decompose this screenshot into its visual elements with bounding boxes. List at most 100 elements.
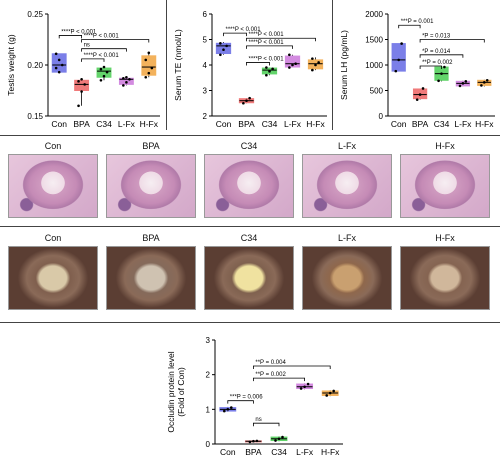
significance-label: ****P < 0.001 [249,56,285,62]
significance-bracket [81,39,150,43]
significance-label: ****P < 0.001 [84,53,120,59]
x-tick-label: L-Fx [284,119,302,129]
data-point [294,62,297,66]
data-point [248,96,251,100]
data-point [437,79,440,83]
data-point [291,63,294,67]
data-point [77,80,80,83]
data-point [268,70,271,73]
x-tick-label: C34 [262,119,278,129]
x-tick-label: H-Fx [306,119,325,129]
data-point [248,440,252,444]
significance-label: ns [84,43,90,49]
data-point [225,44,228,48]
data-point [219,42,222,45]
significance-label: *P = 0.013 [422,34,451,40]
y-tick-label: 0 [206,440,211,449]
data-point [265,66,268,69]
he-label-c34: C34 [240,141,258,151]
data-point [102,65,106,69]
significance-bracket [223,32,247,37]
y-axis-label: Serum LH (pg/mL) [339,30,349,100]
data-point [122,84,125,87]
he-image-c34 [204,154,294,218]
y-axis-label: Occludin protein level [166,351,176,432]
y-tick-label: 3 [203,87,208,96]
top-divider-2 [332,0,333,130]
data-point [265,73,268,77]
data-point [288,66,291,69]
data-point [57,58,61,62]
y-tick-label: 2 [206,371,211,380]
y-tick-label: 2000 [365,10,383,19]
row-divider-2 [0,226,500,227]
data-point [80,77,83,81]
data-point [421,87,425,90]
data-point [306,382,310,386]
ihc-image-h-fx [400,246,490,310]
significance-bracket [253,377,305,382]
data-point [274,439,277,442]
data-point [222,48,225,51]
he-image-bpa [106,154,196,218]
y-tick-label: 1500 [365,36,383,45]
ihc-image-l-fx [302,246,392,310]
y-tick-label: 1 [206,405,211,414]
top-divider-1 [166,0,167,130]
significance-bracket [81,58,105,62]
significance-bracket [58,35,82,39]
ihc-image-bpa [106,246,196,310]
data-point [219,53,222,57]
data-point [229,406,233,409]
ihc-label-bpa: BPA [142,233,160,243]
ihc-label-l-fx: L-Fx [338,233,356,243]
significance-label: ****P < 0.001 [226,27,262,33]
serum-te-chart: 2 3 4 5 6 Serum TE (nmol/L) Con BPA C34 L-Fx H-Fx *… [173,10,327,129]
data-point [418,93,422,96]
data-point [252,439,255,443]
serum-lh-chart: 0 500 1000 1500 2000 Serum LH (pg/mL) Con BPA C3… [339,10,495,129]
x-tick-label: H-Fx [321,447,340,457]
data-point [281,435,284,439]
significance-bracket [253,365,331,369]
x-tick-label: C34 [271,447,287,457]
x-tick-label: Con [391,119,407,129]
data-point [303,385,306,389]
data-point [314,63,317,67]
data-point [144,58,148,62]
data-point [397,58,400,62]
significance-bracket [227,400,254,404]
he-image-l-fx [302,154,392,218]
significance-label: ****P < 0.001 [61,29,97,35]
data-point [483,81,486,84]
data-point [125,81,128,84]
y-axis-label-2: (Fold of Con) [176,367,186,417]
x-tick-label: Con [51,119,67,129]
significance-label: ***P = 0.001 [401,19,434,25]
data-point [394,69,398,73]
data-point [60,63,64,67]
data-point [245,99,248,102]
data-point [317,61,320,64]
y-tick-label: 0 [379,112,384,121]
data-point [128,77,131,81]
he-label-h-fx: H-Fx [435,141,455,151]
data-point [485,79,489,82]
data-point [99,79,103,82]
data-point [461,82,465,85]
significance-bracket [419,65,442,70]
he-image-h-fx [400,154,490,218]
he-image-con [8,154,98,218]
data-point [83,83,86,86]
data-point [147,51,151,55]
data-point [288,53,291,57]
significance-bracket [253,422,280,427]
significance-label: ****P < 0.001 [249,40,285,46]
data-point [400,42,403,45]
significance-label: ****P < 0.001 [249,32,285,38]
significance-bracket [246,37,316,42]
data-point [77,104,80,108]
significance-bracket [246,62,270,66]
data-point [80,90,83,93]
data-point [311,57,314,60]
